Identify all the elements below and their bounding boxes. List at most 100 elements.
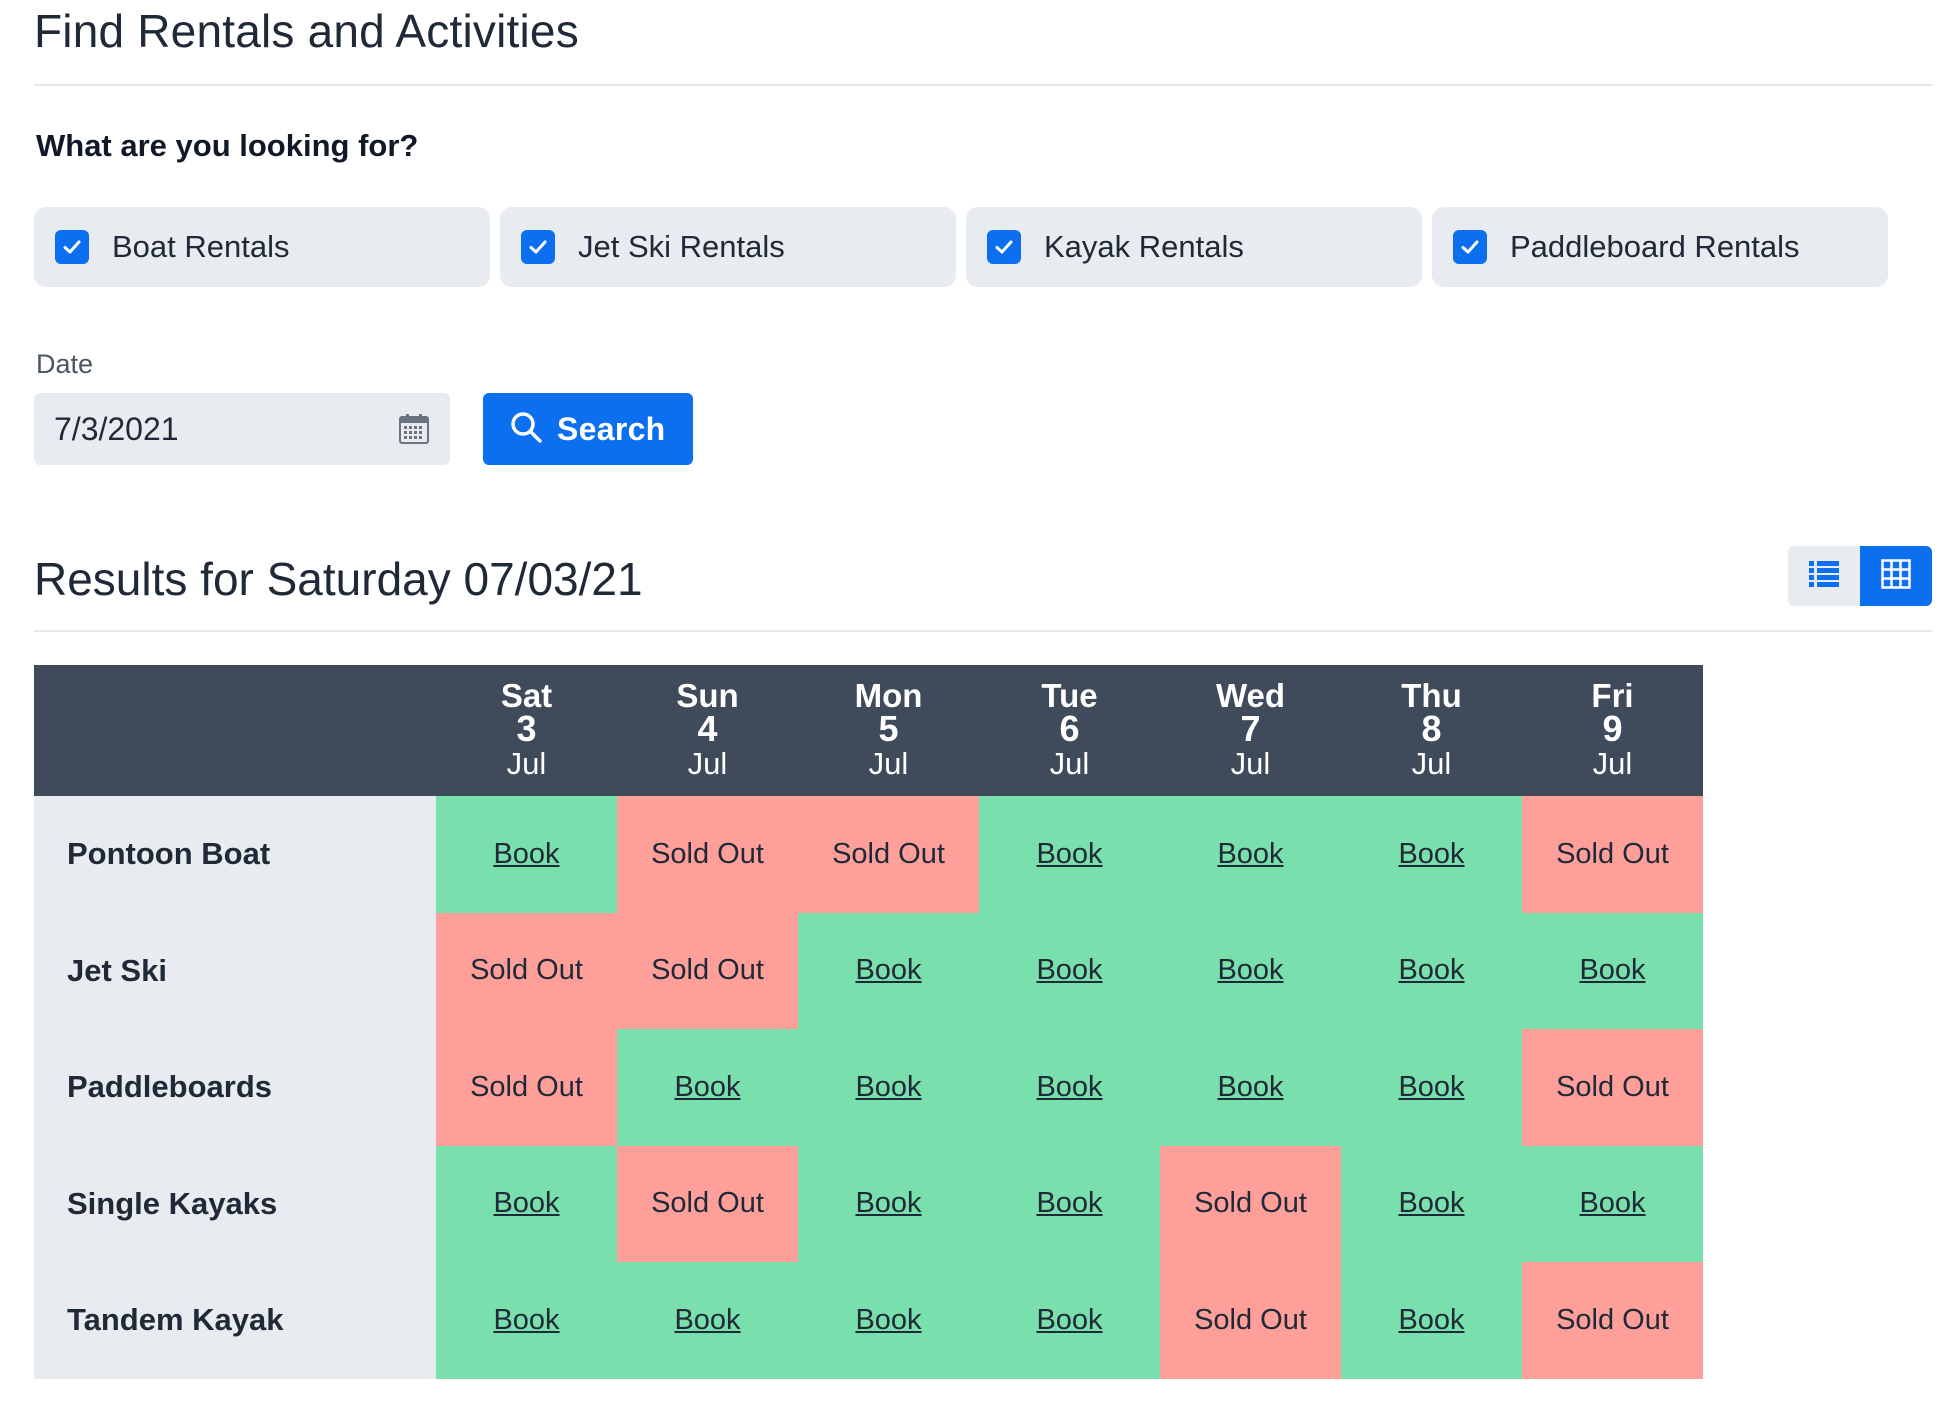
day-name: Wed <box>1215 676 1286 714</box>
book-link[interactable]: Book <box>1579 1187 1646 1220</box>
sold-out-cell: Sold Out <box>617 912 798 1029</box>
day-header-mon: Mon 5 Jul <box>798 665 979 796</box>
page-title: Find Rentals and Activities <box>34 5 579 57</box>
book-link[interactable]: Book <box>1579 954 1646 987</box>
day-num: 3 <box>516 707 537 749</box>
sold-out-label: Sold Out <box>1556 1303 1669 1336</box>
row-label: Paddleboards <box>34 1029 436 1146</box>
availability-grid: Sat 3 Jul Sun 4 Jul Mon 5 Jul Tue 6 Jul Wed 7 Jul Thu 8 J… <box>34 665 1703 1379</box>
book-link[interactable]: Book <box>1036 1070 1103 1103</box>
available-cell: Book <box>1160 912 1341 1029</box>
book-link[interactable]: Book <box>1398 1187 1465 1220</box>
category-checkbox-group: Boat Rentals Jet Ski Rentals Kayak Renta… <box>34 207 1888 287</box>
day-mon: Jul <box>506 745 547 781</box>
book-link[interactable]: Book <box>674 1303 741 1336</box>
book-link[interactable]: Book <box>1398 954 1465 987</box>
book-link[interactable]: Book <box>1398 1070 1465 1103</box>
date-input[interactable]: 7/3/2021 <box>34 393 450 465</box>
sold-out-label: Sold Out <box>651 1187 764 1220</box>
filter-question: What are you looking for? <box>36 128 419 163</box>
available-cell: Book <box>798 1262 979 1379</box>
book-link[interactable]: Book <box>1036 954 1103 987</box>
sold-out-label: Sold Out <box>1556 1070 1669 1103</box>
day-mon: Jul <box>1230 745 1271 781</box>
day-num: 6 <box>1059 707 1080 749</box>
available-cell: Book <box>617 1029 798 1146</box>
available-cell: Book <box>1341 1145 1522 1262</box>
search-icon <box>509 410 543 449</box>
checkbox-label: Kayak Rentals <box>1044 229 1244 264</box>
day-num: 5 <box>878 707 899 749</box>
book-link[interactable]: Book <box>1217 1070 1284 1103</box>
day-name: Mon <box>854 676 923 714</box>
book-link[interactable]: Book <box>493 1187 560 1220</box>
available-cell: Book <box>1522 912 1703 1029</box>
book-link[interactable]: Book <box>1398 837 1465 870</box>
book-link[interactable]: Book <box>674 1070 741 1103</box>
checkmark-icon[interactable] <box>55 230 89 264</box>
available-cell: Book <box>617 1262 798 1379</box>
sold-out-cell: Sold Out <box>1522 796 1703 913</box>
available-cell: Book <box>979 796 1160 913</box>
available-cell: Book <box>1341 1029 1522 1146</box>
table-row: Single Kayaks Book Sold Out Book Book Sold Ou… <box>34 1145 1703 1262</box>
checkbox-kayak-rentals[interactable]: Kayak Rentals <box>966 207 1422 287</box>
sold-out-cell: Sold Out <box>1522 1029 1703 1146</box>
day-mon: Jul <box>1411 745 1452 781</box>
checkbox-label: Jet Ski Rentals <box>578 229 785 264</box>
checkmark-icon[interactable] <box>987 230 1021 264</box>
book-link[interactable]: Book <box>493 1303 560 1336</box>
sold-out-label: Sold Out <box>1556 837 1669 870</box>
book-link[interactable]: Book <box>1036 1187 1103 1220</box>
grid-body: Pontoon Boat Book Sold Out Sold Out Book Book… <box>34 796 1703 1379</box>
list-icon <box>1809 560 1839 593</box>
book-link[interactable]: Book <box>493 837 560 870</box>
view-toggle <box>1788 546 1932 606</box>
results-title: Results for Saturday 07/03/21 <box>34 553 643 605</box>
calendar-icon[interactable] <box>398 413 430 445</box>
book-link[interactable]: Book <box>1217 837 1284 870</box>
available-cell: Book <box>1341 1262 1522 1379</box>
day-mon: Jul <box>868 745 909 781</box>
checkbox-jet-ski-rentals[interactable]: Jet Ski Rentals <box>500 207 956 287</box>
available-cell: Book <box>979 912 1160 1029</box>
book-link[interactable]: Book <box>1398 1303 1465 1336</box>
day-header-tue: Tue 6 Jul <box>979 665 1160 796</box>
book-link[interactable]: Book <box>855 1187 922 1220</box>
book-link[interactable]: Book <box>855 1303 922 1336</box>
book-link[interactable]: Book <box>1036 1303 1103 1336</box>
day-header-sun: Sun 4 Jul <box>617 665 798 796</box>
date-value: 7/3/2021 <box>54 410 179 447</box>
row-label: Tandem Kayak <box>34 1262 436 1379</box>
day-num: 7 <box>1240 707 1261 749</box>
table-row: Tandem Kayak Book Book Book Book Sold Out Book… <box>34 1262 1703 1379</box>
sold-out-label: Sold Out <box>651 837 764 870</box>
sold-out-label: Sold Out <box>651 954 764 987</box>
day-num: 8 <box>1421 707 1442 749</box>
day-header-sat: Sat 3 Jul <box>436 665 617 796</box>
day-header-thu: Thu 8 Jul <box>1341 665 1522 796</box>
available-cell: Book <box>1160 796 1341 913</box>
checkmark-icon[interactable] <box>521 230 555 264</box>
available-cell: Book <box>436 1145 617 1262</box>
sold-out-cell: Sold Out <box>1522 1262 1703 1379</box>
header-corner <box>34 665 436 796</box>
day-header-row: Sat 3 Jul Sun 4 Jul Mon 5 Jul Tue 6 Jul Wed 7 Jul Thu 8 J… <box>34 665 1703 796</box>
day-num: 4 <box>697 707 718 749</box>
list-view-button[interactable] <box>1788 546 1860 606</box>
book-link[interactable]: Book <box>855 1070 922 1103</box>
day-mon: Jul <box>687 745 728 781</box>
checkbox-paddleboard-rentals[interactable]: Paddleboard Rentals <box>1432 207 1888 287</box>
book-link[interactable]: Book <box>1036 837 1103 870</box>
book-link[interactable]: Book <box>855 954 922 987</box>
sold-out-label: Sold Out <box>1194 1187 1307 1220</box>
checkbox-boat-rentals[interactable]: Boat Rentals <box>34 207 490 287</box>
sold-out-label: Sold Out <box>1194 1303 1307 1336</box>
table-row: Jet Ski Sold Out Sold Out Book Book Book Book B… <box>34 912 1703 1029</box>
sold-out-cell: Sold Out <box>1160 1262 1341 1379</box>
results-divider <box>34 630 1932 632</box>
grid-view-button[interactable] <box>1860 546 1932 606</box>
book-link[interactable]: Book <box>1217 954 1284 987</box>
search-button[interactable]: Search <box>483 393 693 465</box>
checkmark-icon[interactable] <box>1453 230 1487 264</box>
